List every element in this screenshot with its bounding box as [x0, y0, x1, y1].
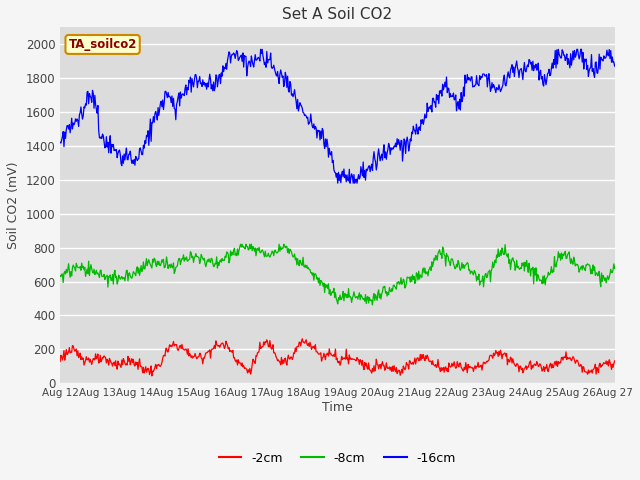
Y-axis label: Soil CO2 (mV): Soil CO2 (mV) [7, 161, 20, 249]
Legend: -2cm, -8cm, -16cm: -2cm, -8cm, -16cm [214, 446, 461, 469]
X-axis label: Time: Time [322, 401, 353, 414]
Text: TA_soilco2: TA_soilco2 [68, 38, 137, 51]
Title: Set A Soil CO2: Set A Soil CO2 [282, 7, 392, 22]
